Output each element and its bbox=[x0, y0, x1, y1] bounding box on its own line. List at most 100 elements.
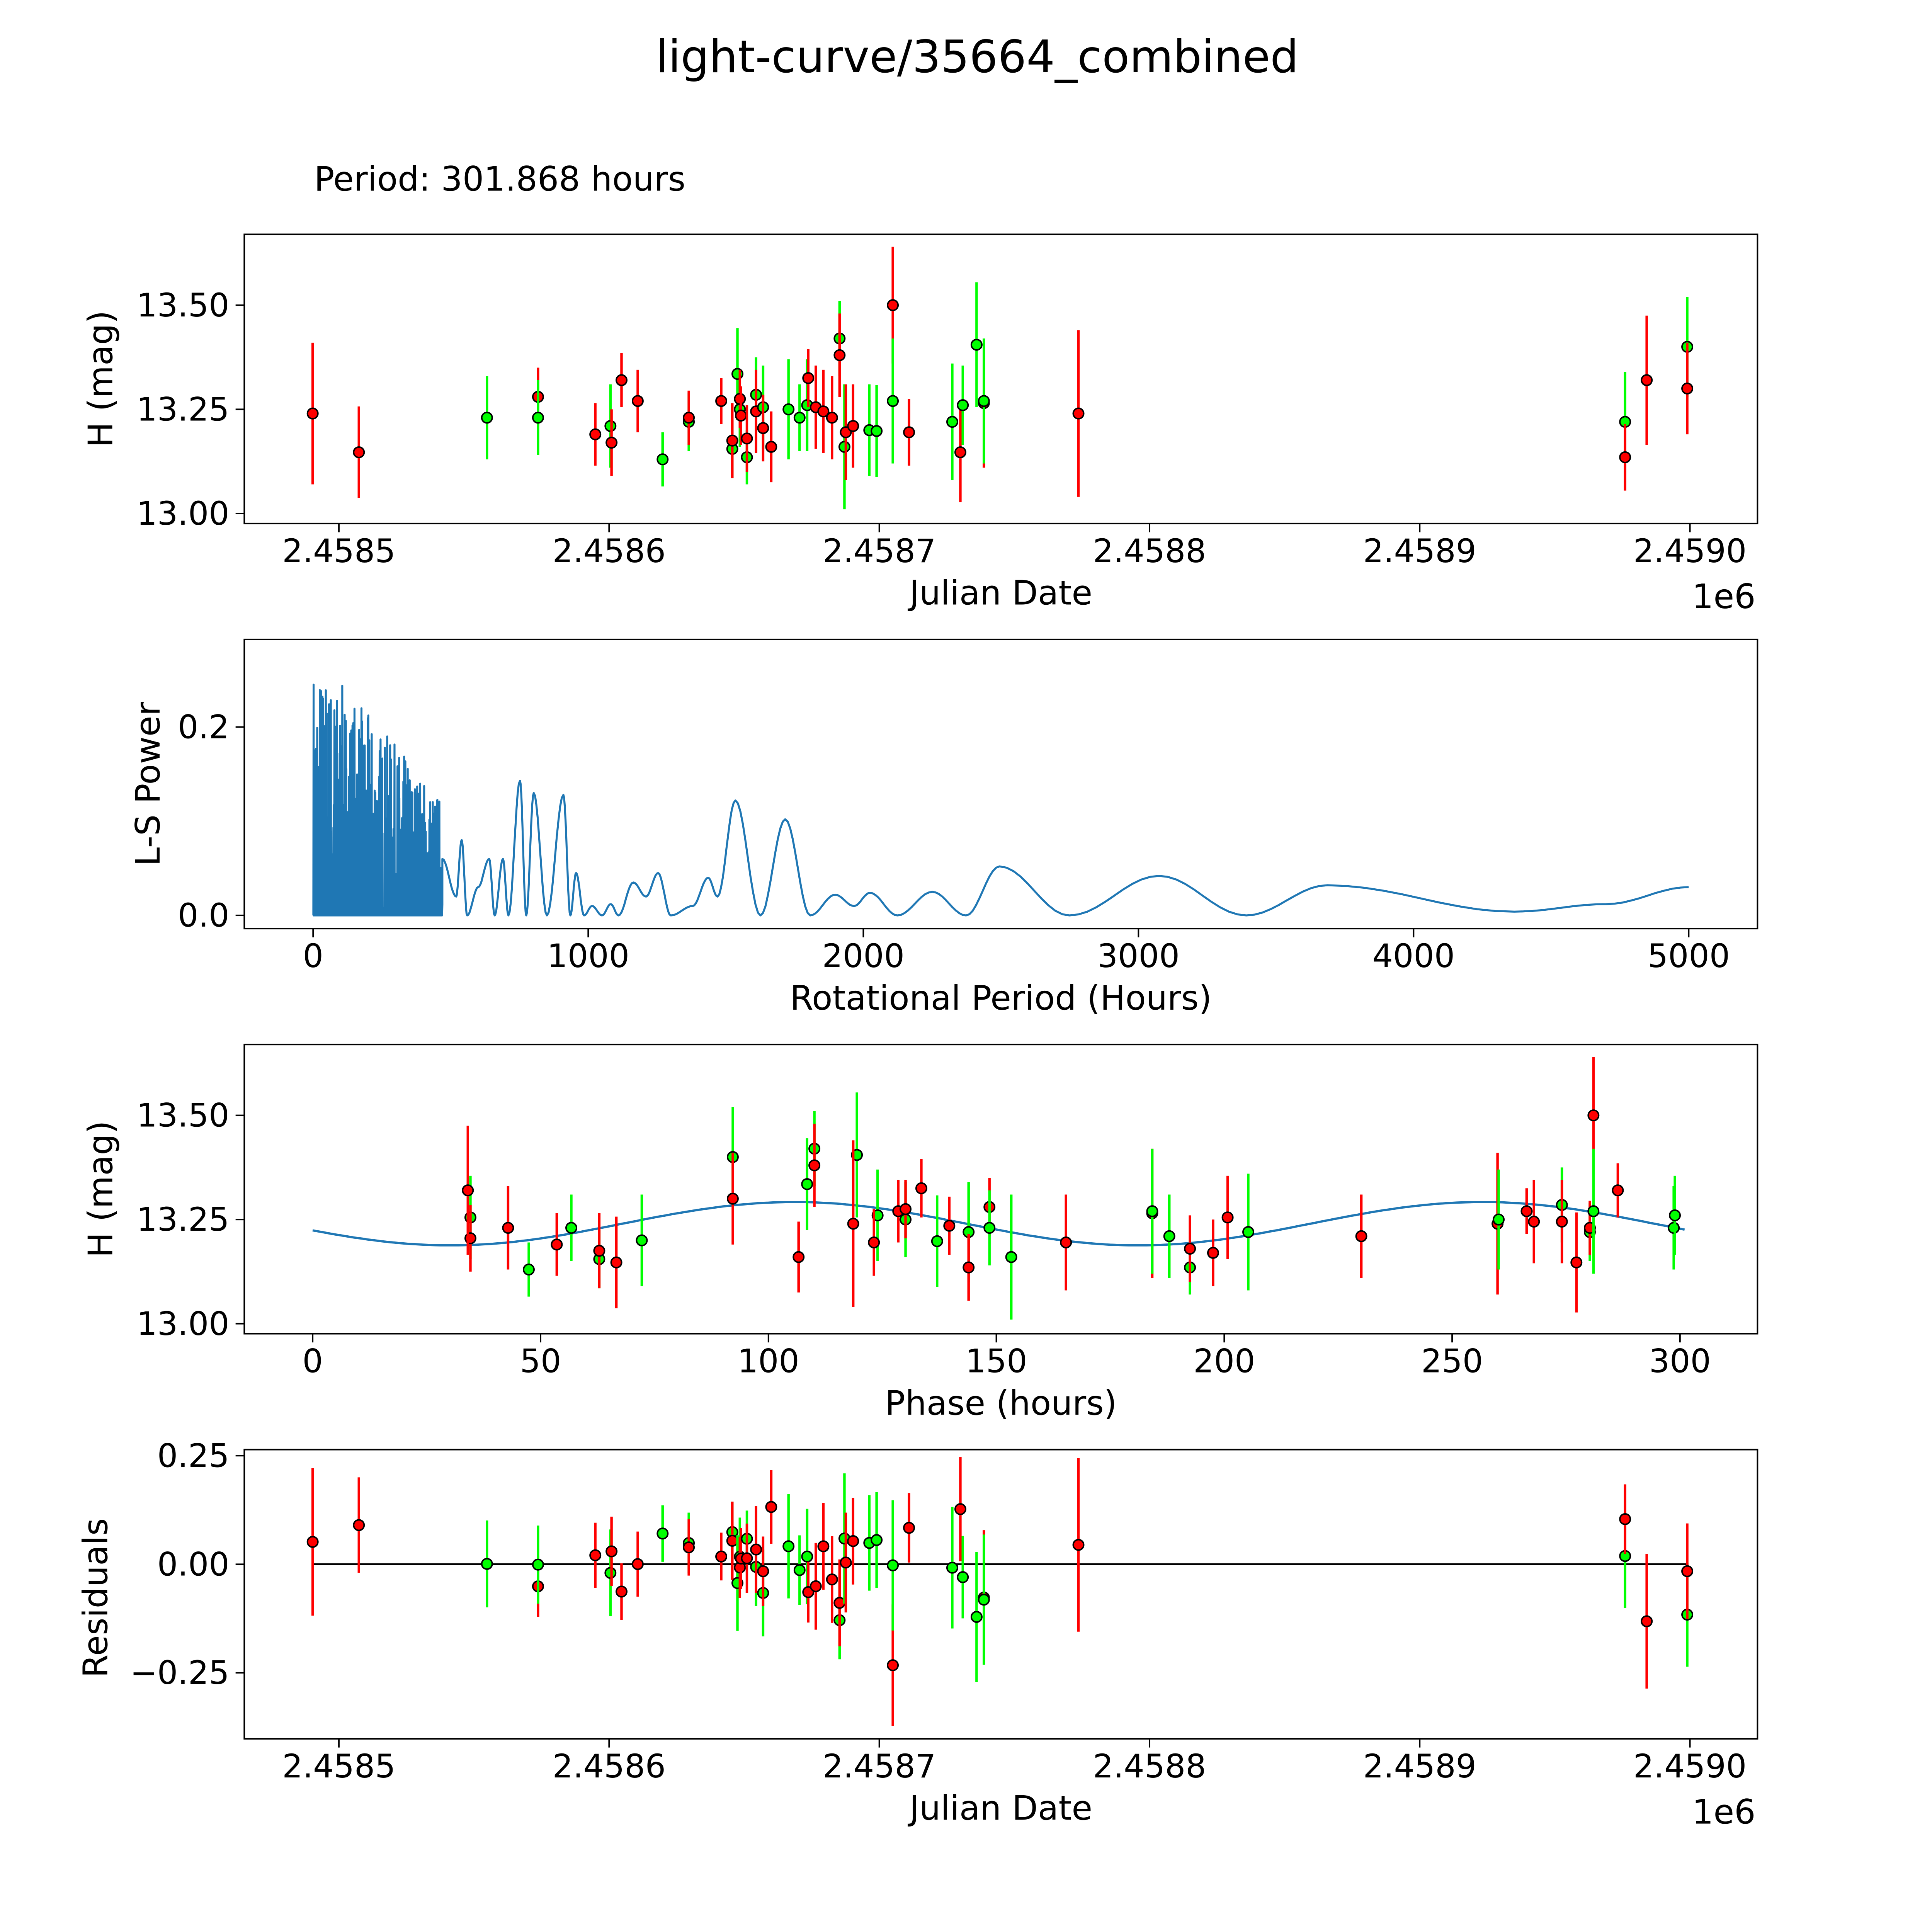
data-point bbox=[741, 405, 753, 472]
data-point bbox=[605, 1517, 618, 1586]
marker bbox=[808, 1159, 821, 1172]
marker bbox=[1528, 1216, 1540, 1228]
marker bbox=[1556, 1216, 1568, 1228]
marker bbox=[782, 403, 795, 415]
marker bbox=[793, 1251, 805, 1263]
marker bbox=[1612, 1184, 1624, 1197]
x-tick-label: 2.4587 bbox=[823, 1747, 936, 1785]
y-tick-label: 0.00 bbox=[157, 1545, 230, 1583]
marker bbox=[931, 1235, 943, 1247]
marker bbox=[523, 1264, 535, 1276]
marker bbox=[782, 1540, 795, 1553]
marker bbox=[847, 1218, 859, 1230]
marker bbox=[481, 1558, 493, 1570]
marker bbox=[963, 1261, 975, 1274]
y-axis-label: H (mag) bbox=[81, 1121, 120, 1258]
data-point bbox=[589, 1522, 602, 1588]
data-point bbox=[532, 1526, 544, 1604]
marker bbox=[715, 395, 728, 407]
data-point bbox=[532, 380, 544, 455]
axes-frame bbox=[243, 233, 1759, 524]
marker bbox=[735, 410, 747, 422]
marker bbox=[946, 1561, 958, 1574]
data-point bbox=[1520, 1188, 1533, 1234]
data-point bbox=[931, 1195, 943, 1287]
data-point bbox=[833, 1559, 846, 1646]
data-point bbox=[726, 1153, 739, 1245]
marker bbox=[954, 1503, 966, 1515]
data-point bbox=[589, 403, 602, 466]
marker bbox=[1072, 1539, 1085, 1551]
marker bbox=[715, 1550, 728, 1563]
period-annotation: Period: 301.868 hours bbox=[314, 160, 685, 199]
data-point bbox=[782, 359, 795, 459]
marker bbox=[978, 1594, 990, 1606]
figure-title: light-curve/35664_combined bbox=[656, 31, 1299, 83]
data-point bbox=[631, 369, 644, 432]
marker bbox=[1146, 1205, 1158, 1218]
y-axis-label: L-S Power bbox=[128, 702, 168, 866]
x-tick-label: 4000 bbox=[1372, 937, 1455, 975]
marker bbox=[887, 299, 899, 311]
data-point bbox=[1681, 1523, 1694, 1619]
data-point bbox=[1528, 1180, 1540, 1264]
data-point bbox=[957, 1536, 969, 1619]
data-point bbox=[782, 1494, 795, 1599]
marker bbox=[838, 440, 850, 453]
data-point bbox=[1207, 1219, 1219, 1286]
marker bbox=[683, 1541, 695, 1554]
data-point bbox=[551, 1213, 563, 1276]
x-tick-label: 200 bbox=[1193, 1342, 1255, 1380]
marker bbox=[943, 1219, 956, 1232]
data-point bbox=[943, 1196, 956, 1255]
marker bbox=[1060, 1236, 1072, 1248]
marker bbox=[978, 395, 990, 407]
data-point bbox=[817, 1503, 830, 1590]
data-point bbox=[616, 353, 628, 407]
marker bbox=[765, 1501, 777, 1513]
marker bbox=[1520, 1205, 1533, 1218]
marker bbox=[1072, 407, 1085, 420]
marker bbox=[946, 416, 958, 428]
marker bbox=[840, 1556, 852, 1569]
marker bbox=[656, 1527, 669, 1540]
marker bbox=[1005, 1251, 1017, 1263]
x-axis-label: Julian Date bbox=[908, 573, 1093, 613]
marker bbox=[1355, 1230, 1367, 1242]
data-point bbox=[793, 1221, 805, 1293]
data-point bbox=[793, 1535, 806, 1605]
marker bbox=[826, 1573, 838, 1586]
data-point bbox=[715, 378, 728, 424]
marker bbox=[683, 412, 695, 424]
x-tick-label: 2.4588 bbox=[1093, 532, 1206, 570]
marker bbox=[810, 1580, 822, 1592]
data-point bbox=[915, 1159, 927, 1218]
data-point bbox=[757, 395, 769, 462]
marker bbox=[726, 434, 738, 447]
x-tick-label: 2.4585 bbox=[282, 532, 395, 570]
data-point bbox=[765, 1470, 777, 1544]
data-point bbox=[838, 384, 850, 510]
data-point bbox=[616, 1563, 628, 1620]
data-point bbox=[868, 1209, 880, 1276]
marker bbox=[1641, 1615, 1653, 1628]
data-point bbox=[957, 366, 969, 445]
marker bbox=[532, 1558, 544, 1571]
data-point bbox=[810, 1543, 822, 1630]
data-point bbox=[826, 1536, 838, 1623]
marker bbox=[970, 1611, 983, 1623]
light-curve-panel: 2.4585 2.4586 2.4587 2.4588 2.4589 2.4590 13.0… bbox=[136, 233, 1759, 570]
data-point bbox=[741, 1524, 753, 1593]
data-point bbox=[735, 386, 747, 445]
axes-frame bbox=[243, 638, 1759, 930]
data-point bbox=[970, 1551, 983, 1682]
data-point bbox=[1570, 1212, 1583, 1313]
x-offset-label: 1e6 bbox=[1692, 577, 1755, 616]
data-point bbox=[871, 385, 883, 477]
data-point bbox=[765, 411, 777, 483]
data-point bbox=[1060, 1194, 1072, 1291]
x-tick-label: 5000 bbox=[1648, 937, 1730, 975]
data-point bbox=[871, 1492, 883, 1588]
marker bbox=[871, 425, 883, 437]
marker bbox=[887, 395, 899, 407]
